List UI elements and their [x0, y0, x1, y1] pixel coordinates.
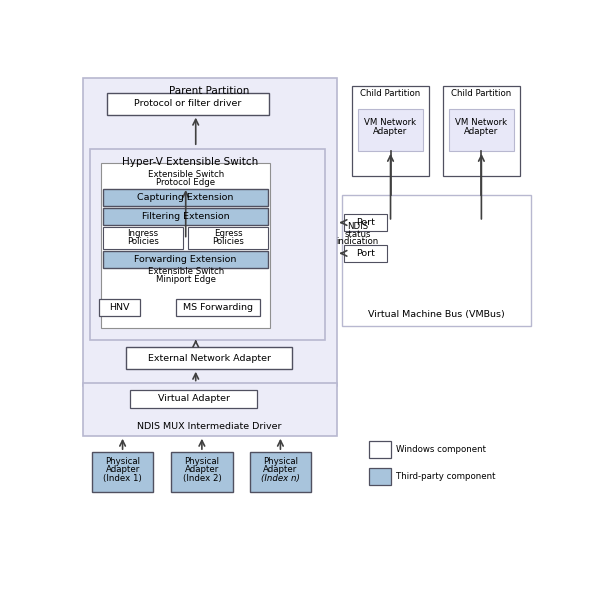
Bar	[92, 452, 153, 492]
Bar	[99, 298, 140, 316]
Text: Hyper-V Extensible Switch: Hyper-V Extensible Switch	[122, 157, 258, 167]
Bar	[107, 93, 269, 115]
Bar	[449, 109, 514, 151]
Text: status: status	[344, 230, 371, 239]
Bar	[342, 195, 531, 326]
Text: Virtual Adapter: Virtual Adapter	[158, 395, 230, 404]
Text: Parent Partition: Parent Partition	[170, 87, 250, 96]
Text: Child Partition: Child Partition	[361, 89, 420, 98]
Bar	[102, 208, 268, 225]
Text: Physical: Physical	[105, 457, 140, 466]
Bar	[83, 383, 337, 436]
Bar	[369, 468, 391, 485]
Text: MS Forwarding: MS Forwarding	[183, 303, 253, 312]
Bar	[102, 251, 268, 268]
Bar	[102, 227, 183, 249]
Bar	[83, 78, 337, 386]
Text: (Index n): (Index n)	[261, 475, 300, 484]
Text: Capturing Extension: Capturing Extension	[137, 193, 234, 202]
Text: indication: indication	[336, 238, 379, 247]
Bar	[250, 452, 311, 492]
Text: External Network Adapter: External Network Adapter	[148, 353, 271, 362]
Bar	[102, 189, 268, 205]
Text: Filtering Extension: Filtering Extension	[141, 212, 229, 221]
Text: Adapter: Adapter	[105, 465, 140, 474]
Text: (Index 1): (Index 1)	[103, 475, 142, 484]
Text: Extensible Switch: Extensible Switch	[147, 170, 224, 179]
Bar	[352, 85, 429, 176]
Text: NDIS MUX Intermediate Driver: NDIS MUX Intermediate Driver	[137, 422, 282, 431]
Text: Adapter: Adapter	[184, 465, 219, 474]
Text: Port: Port	[356, 249, 375, 258]
Bar	[126, 347, 292, 369]
Text: Adapter: Adapter	[264, 465, 298, 474]
Bar	[130, 390, 258, 408]
Text: Extensible Switch: Extensible Switch	[147, 267, 224, 276]
Text: Port: Port	[356, 218, 375, 227]
Bar	[101, 162, 270, 328]
Text: VM Network: VM Network	[455, 118, 507, 127]
Text: VM Network: VM Network	[364, 118, 416, 127]
Text: Adapter: Adapter	[464, 127, 498, 136]
Text: NDIS: NDIS	[347, 222, 368, 231]
Bar	[369, 441, 391, 458]
Bar	[171, 452, 232, 492]
Text: Policies: Policies	[212, 238, 244, 247]
Bar	[188, 227, 268, 249]
Text: Virtual Machine Bus (VMBus): Virtual Machine Bus (VMBus)	[368, 310, 505, 319]
Text: Ingress: Ingress	[127, 229, 158, 238]
Bar	[344, 214, 387, 231]
Text: (Index 2): (Index 2)	[183, 475, 221, 484]
Text: Protocol Edge: Protocol Edge	[156, 178, 215, 187]
Text: Third-party component: Third-party component	[396, 472, 495, 481]
Text: Forwarding Extension: Forwarding Extension	[134, 255, 237, 264]
Text: Policies: Policies	[126, 238, 159, 247]
Text: Miniport Edge: Miniport Edge	[156, 275, 216, 284]
Text: Egress: Egress	[214, 229, 243, 238]
Text: Physical: Physical	[263, 457, 298, 466]
Text: Protocol or filter driver: Protocol or filter driver	[134, 100, 242, 109]
Bar	[90, 149, 325, 340]
Text: Physical: Physical	[184, 457, 219, 466]
Bar	[177, 298, 259, 316]
Bar	[443, 85, 520, 176]
Text: Windows component: Windows component	[396, 445, 486, 454]
Text: Adapter: Adapter	[373, 127, 408, 136]
Text: Child Partition: Child Partition	[451, 89, 512, 98]
Text: HNV: HNV	[109, 303, 130, 312]
Bar	[358, 109, 423, 151]
Bar	[344, 245, 387, 262]
